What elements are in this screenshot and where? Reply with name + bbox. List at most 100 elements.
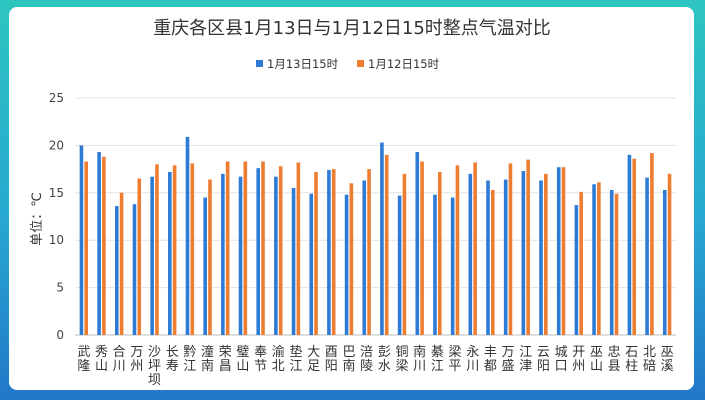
bar-series-1-万盛 bbox=[503, 179, 508, 335]
bar-series-2-秀山 bbox=[102, 156, 106, 335]
bar-series-1-石柱 bbox=[627, 154, 632, 335]
bar-series-2-铜梁 bbox=[402, 173, 407, 335]
bar-series-2-武隆 bbox=[84, 161, 89, 335]
x-tick-label: 永川 bbox=[466, 345, 479, 374]
bar-series-2-黔江 bbox=[190, 163, 195, 335]
bar-series-1-铜梁 bbox=[397, 195, 402, 335]
bar-series-2-璧山 bbox=[243, 161, 248, 335]
bar-series-1-武隆 bbox=[79, 145, 84, 335]
x-tick-label: 沙坪坝 bbox=[148, 345, 161, 388]
bar-series-1-璧山 bbox=[238, 176, 243, 335]
bar-series-2-云阳 bbox=[544, 173, 548, 335]
bar-series-1-合川 bbox=[114, 206, 119, 335]
legend-label-series-2: 1月12日15时 bbox=[368, 57, 440, 71]
bar-series-2-长寿 bbox=[172, 165, 177, 335]
x-tick-label: 巴南 bbox=[342, 345, 355, 374]
bar-series-1-永川 bbox=[468, 173, 473, 335]
y-tick-label: 20 bbox=[49, 138, 64, 152]
bar-series-1-奉节 bbox=[256, 168, 260, 335]
x-tick-label: 璧山 bbox=[236, 344, 249, 374]
x-tick-label: 开州 bbox=[572, 345, 585, 374]
bar-series-2-万盛 bbox=[508, 163, 513, 335]
bar-series-2-荣昌 bbox=[225, 161, 230, 335]
bar-series-1-巫山 bbox=[592, 184, 596, 335]
y-tick-label: 0 bbox=[56, 328, 64, 342]
bar-series-2-北碚 bbox=[650, 152, 654, 335]
x-tick-label: 酉阳 bbox=[325, 345, 338, 374]
bar-series-1-开州 bbox=[574, 205, 579, 335]
bar-series-1-长寿 bbox=[168, 171, 172, 335]
x-tick-label: 秀山 bbox=[95, 345, 108, 374]
bar-series-2-合川 bbox=[119, 192, 124, 335]
legend-swatch-series-2 bbox=[357, 60, 364, 67]
bar-series-2-垫江 bbox=[296, 162, 301, 335]
bar-series-2-梁平 bbox=[455, 165, 460, 335]
bar-series-1-涪陵 bbox=[362, 180, 367, 335]
x-tick-label: 北碚 bbox=[643, 345, 656, 374]
bar-series-1-綦江 bbox=[433, 194, 437, 335]
bar-series-1-北碚 bbox=[645, 177, 649, 335]
bar-series-1-潼南 bbox=[203, 197, 207, 335]
x-tick-label: 綦江 bbox=[431, 345, 444, 374]
bar-series-2-永川 bbox=[473, 162, 477, 335]
bar-series-2-潼南 bbox=[208, 179, 212, 335]
bar-series-1-垫江 bbox=[291, 188, 296, 335]
bar-series-2-万州 bbox=[137, 178, 142, 335]
bar-series-2-彭水 bbox=[384, 154, 389, 335]
x-tick-label: 武隆 bbox=[77, 345, 90, 374]
y-tick-label: 5 bbox=[56, 281, 64, 295]
bar-series-2-綦江 bbox=[437, 171, 442, 335]
bar-series-1-南川 bbox=[415, 152, 420, 335]
bar-series-1-黔江 bbox=[185, 136, 190, 335]
x-tick-label: 巫溪 bbox=[661, 345, 674, 374]
x-tick-label: 合川 bbox=[113, 345, 126, 374]
x-tick-label: 江津 bbox=[519, 345, 532, 374]
bar-series-1-忠县 bbox=[609, 189, 614, 335]
x-tick-label: 彭水 bbox=[378, 345, 391, 374]
bar-series-2-渝北 bbox=[278, 166, 283, 335]
x-tick-labels: 武隆秀山合川万州沙坪坝长寿黔江潼南荣昌璧山奉节渝北垫江大足酉阳巴南涪陵彭水铜梁南… bbox=[77, 344, 673, 388]
x-tick-label: 渝北 bbox=[272, 344, 285, 374]
bar-series-2-巫山 bbox=[597, 182, 601, 335]
x-tick-label: 城口 bbox=[555, 345, 568, 374]
y-axis-label: 单位：℃ bbox=[30, 192, 45, 246]
bar-series-1-沙坪坝 bbox=[150, 176, 154, 335]
x-tick-label: 万州 bbox=[130, 345, 143, 374]
bars bbox=[79, 136, 672, 335]
bar-series-1-彭水 bbox=[380, 142, 384, 335]
x-tick-label: 铜梁 bbox=[396, 345, 409, 374]
legend: 1月13日15时 1月12日15时 bbox=[256, 57, 440, 71]
bar-series-1-梁平 bbox=[450, 197, 455, 335]
x-tick-label: 石柱 bbox=[625, 345, 638, 374]
x-tick-label: 荣昌 bbox=[219, 345, 232, 374]
x-tick-label: 长寿 bbox=[166, 345, 179, 374]
bar-series-2-忠县 bbox=[614, 193, 619, 335]
bar-series-2-江津 bbox=[526, 159, 530, 335]
x-tick-label: 垫江 bbox=[289, 344, 302, 374]
bar-series-1-荣昌 bbox=[221, 173, 225, 335]
bar-series-2-涪陵 bbox=[367, 169, 371, 335]
bar-series-1-酉阳 bbox=[327, 170, 331, 335]
bar-series-1-万州 bbox=[132, 204, 137, 335]
bar-series-1-云阳 bbox=[539, 180, 543, 335]
x-tick-label: 大足 bbox=[307, 345, 320, 374]
gridlines bbox=[75, 97, 676, 336]
x-tick-label: 忠县 bbox=[608, 345, 621, 374]
bar-series-2-石柱 bbox=[632, 158, 637, 335]
bar-series-1-秀山 bbox=[97, 152, 101, 335]
bar-series-1-江津 bbox=[521, 171, 526, 335]
bar-series-2-奉节 bbox=[261, 161, 265, 335]
chart-title: 重庆各区县1月13日与1月12日15时整点气温对比 bbox=[153, 18, 551, 39]
x-tick-label: 梁平 bbox=[449, 345, 462, 374]
legend-swatch-series-1 bbox=[256, 60, 263, 67]
bar-series-2-沙坪坝 bbox=[155, 164, 159, 335]
x-tick-label: 万盛 bbox=[502, 345, 515, 374]
x-tick-label: 南川 bbox=[413, 344, 426, 374]
y-tick-label: 15 bbox=[49, 186, 64, 200]
bar-series-2-南川 bbox=[420, 161, 424, 335]
bar-series-1-城口 bbox=[556, 167, 561, 335]
bar-series-1-巴南 bbox=[344, 194, 349, 335]
bar-series-2-巫溪 bbox=[667, 173, 672, 335]
y-tick-label: 10 bbox=[49, 233, 64, 247]
